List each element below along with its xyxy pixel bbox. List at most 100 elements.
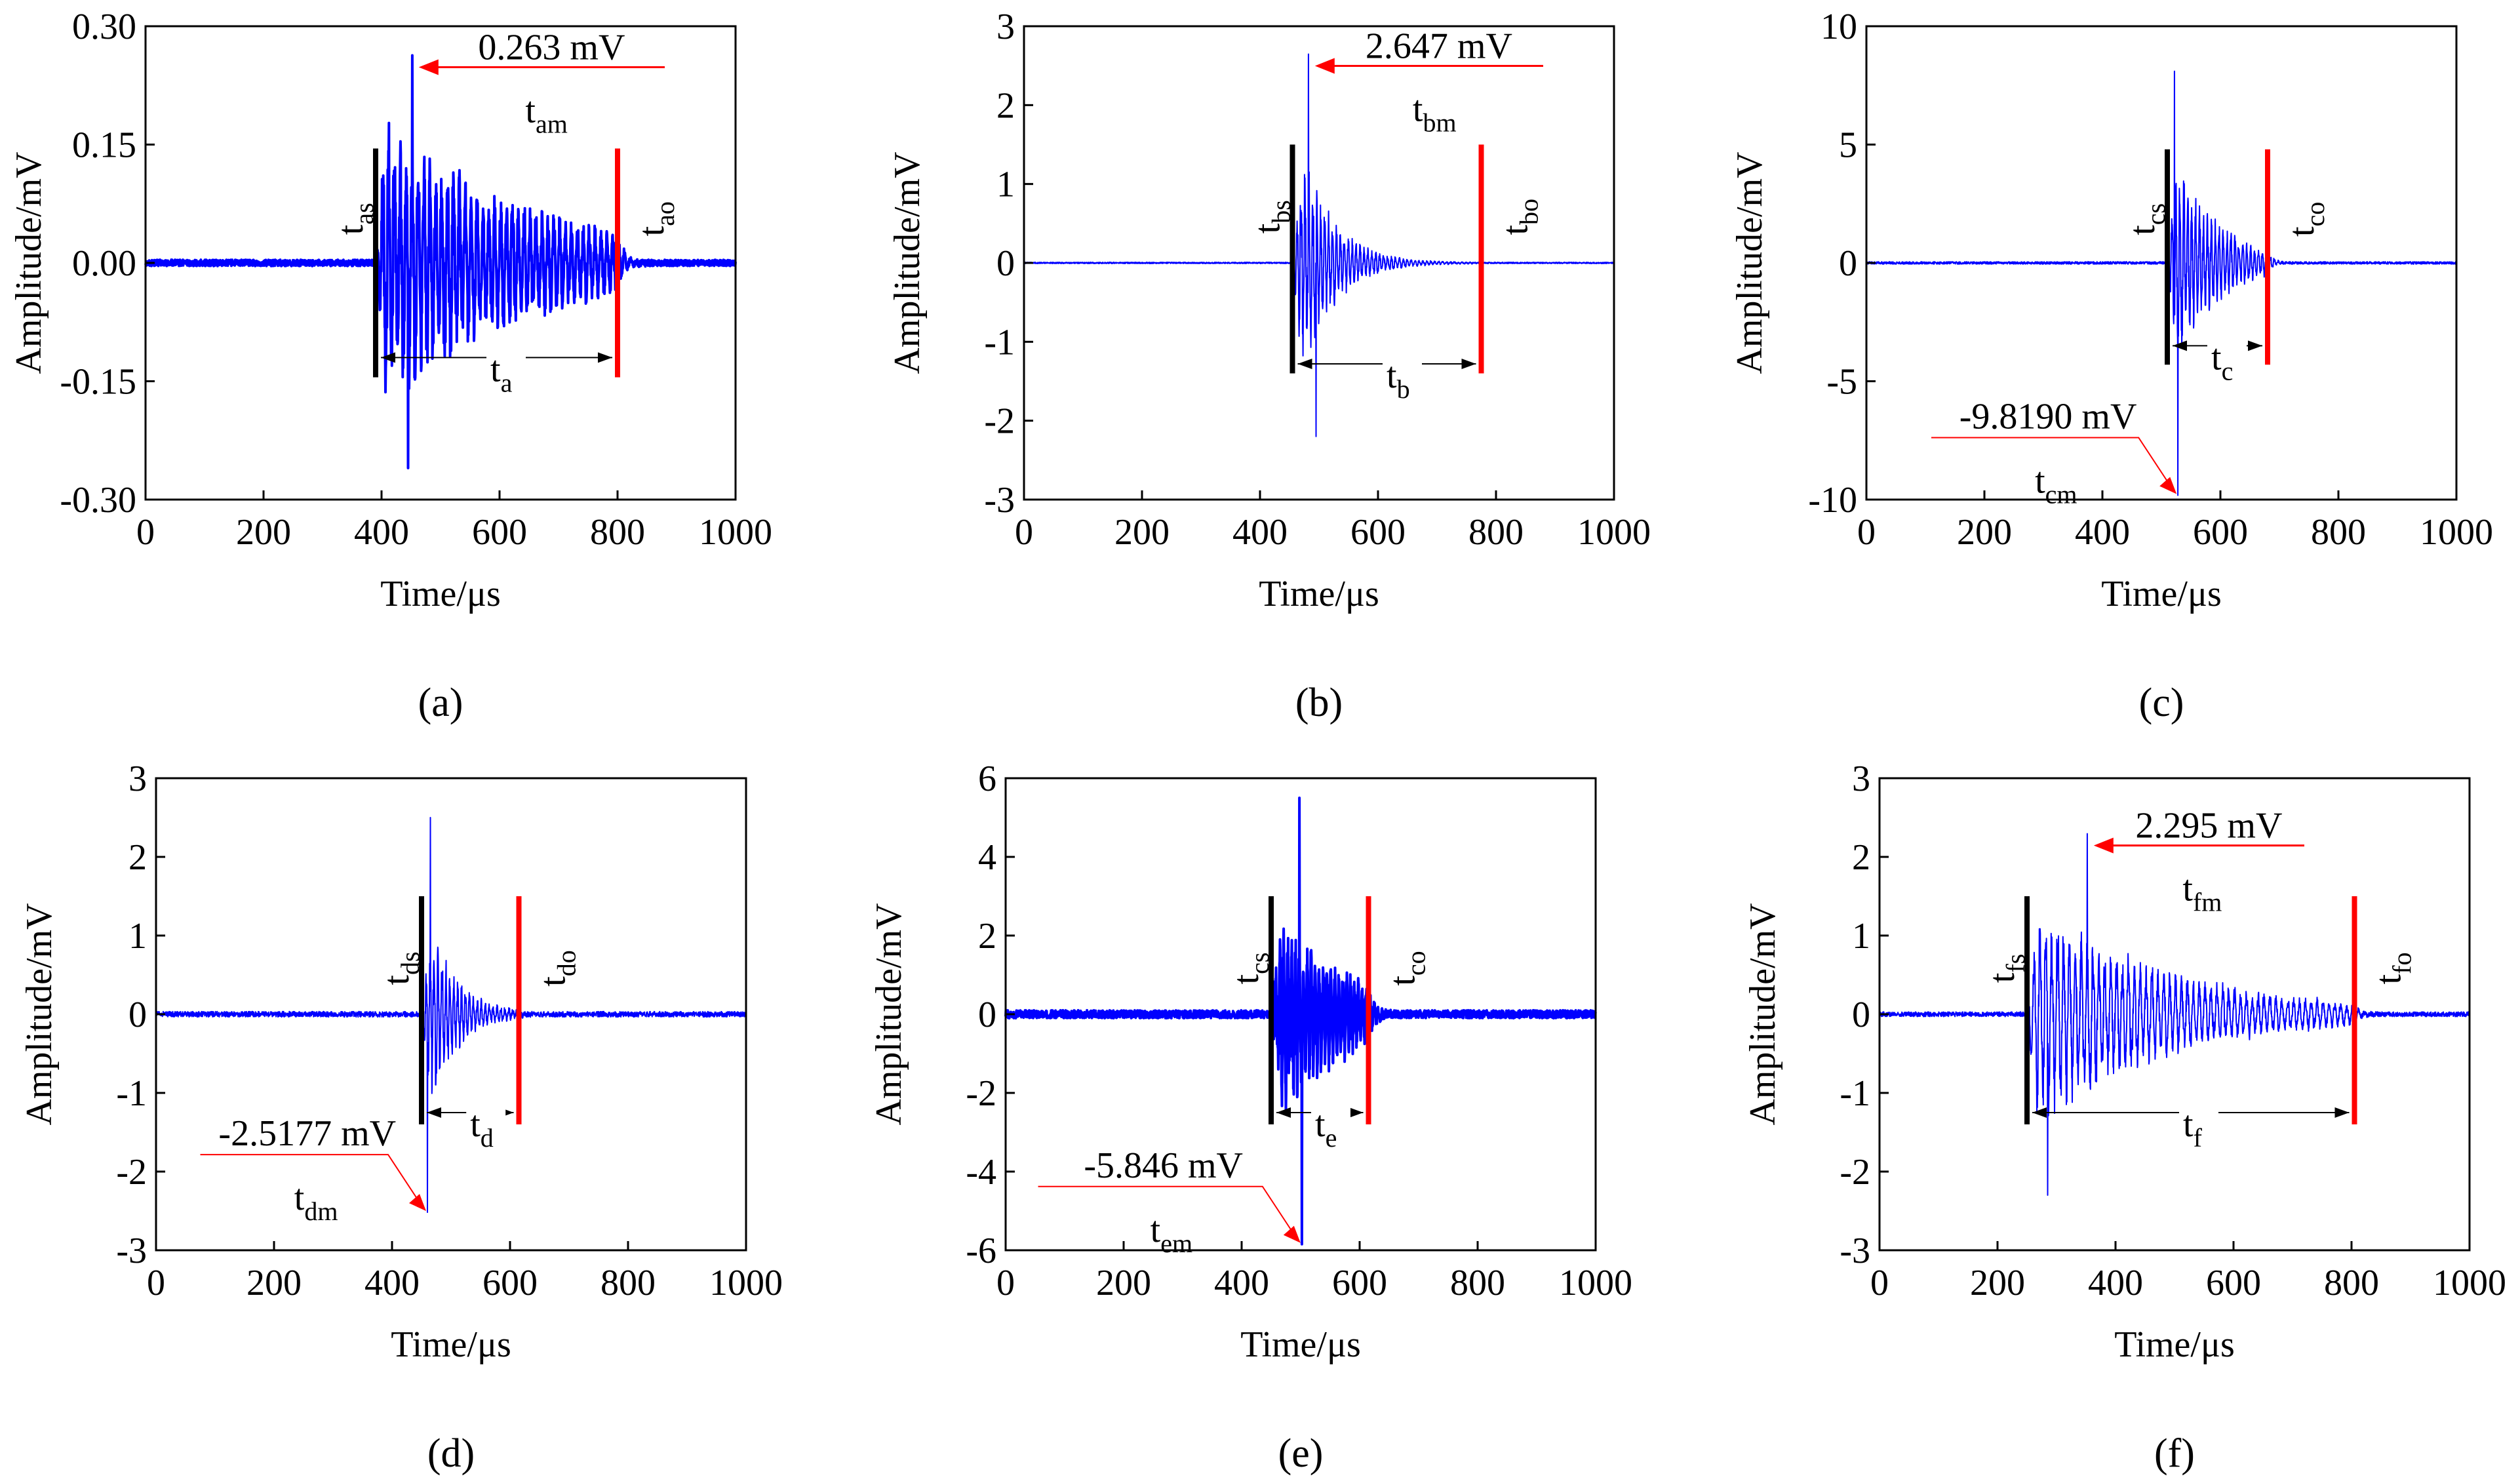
y-tick-label: -0.15 [60,362,136,403]
start-marker-label: tcs [2122,203,2171,235]
x-tick-label: 400 [1214,1263,1269,1303]
peak-arrowhead [418,59,439,75]
duration-arrowhead-left [427,1107,441,1118]
y-tick-label: 2 [128,837,147,878]
x-tick-label: 1000 [709,1263,783,1303]
y-tick-label: 0 [996,243,1015,284]
waveform-series [1879,833,2470,1196]
end-marker-label: tbo [1495,199,1544,235]
x-tick-label: 400 [2075,512,2130,553]
panel-label: (f) [2154,1431,2195,1476]
duration-label: tf [2183,1104,2203,1153]
x-tick-label: 600 [482,1263,538,1303]
duration-arrowhead-right [1349,1107,1364,1118]
duration-label-backdrop [466,1103,506,1122]
duration-arrowhead-left [1297,359,1312,370]
y-tick-label: -2 [966,1073,996,1114]
x-axis-label: Time/μs [1259,574,1379,614]
chart-panel-a: 0 200 400 600 800 1000 -0.30 -0.15 0.00 0.15 0.30 T… [9,7,772,725]
duration-arrowhead-right [1461,359,1476,370]
x-tick-label: 0 [1857,512,1876,553]
peak-value-label: -5.846 mV [1084,1145,1243,1186]
peak-arrowhead [409,1194,426,1212]
x-axis-label: Time/μs [380,574,501,614]
x-tick-label: 1000 [2433,1263,2506,1303]
x-tick-label: 400 [364,1263,420,1303]
y-tick-label: 6 [978,759,996,799]
y-tick-label: 1 [128,916,147,957]
y-tick-label: 0.15 [72,125,136,166]
x-axis-label: Time/μs [2114,1324,2235,1365]
duration-label: te [1315,1104,1337,1153]
peak-value-label: -9.8190 mV [1959,396,2137,437]
end-marker-label: tdo [533,950,581,987]
chart-panel-d: 0 200 400 600 800 1000 -3 -2 -1 0 1 2 3 Time/μs Amplit… [19,759,783,1476]
waveform-series [155,817,747,1214]
x-tick-label: 1000 [699,512,772,553]
peak-value-label: 2.295 mV [2135,806,2282,846]
peak-arrow-line [200,1154,424,1209]
duration-arrowhead-left [2173,340,2187,351]
start-marker-label: tcs [1226,953,1274,985]
duration-label: ta [490,349,513,397]
y-tick-label: 0 [1852,995,1870,1035]
panel-label: (e) [1278,1431,1324,1476]
duration-label-backdrop [486,348,526,367]
x-tick-label: 800 [600,1263,656,1303]
x-tick-label: 600 [472,512,527,553]
panel-label: (c) [2139,681,2184,725]
x-tick-label: 200 [1957,512,2012,553]
y-tick-label: -1 [1840,1073,1870,1114]
x-tick-label: 1000 [2420,512,2493,553]
panel-label: (b) [1295,681,1343,725]
y-tick-label: -5 [1826,362,1857,403]
duration-arrowhead-left [1276,1107,1291,1118]
y-tick-label: -0.30 [60,480,136,521]
y-tick-label: 0 [978,995,996,1035]
y-tick-label: -2 [116,1152,147,1193]
y-axis-label: Amplitude/mV [9,151,49,374]
start-marker-label: tbs [1248,200,1296,233]
duration-label-backdrop [2207,336,2247,355]
end-marker-label: tco [2281,202,2330,237]
duration-arrowhead-right [2334,1107,2350,1118]
peak-arrow-line [1038,1185,1299,1241]
duration-label: tc [2211,337,2233,386]
duration-label-backdrop [1311,1103,1350,1122]
y-axis-label: Amplitude/mV [19,903,60,1125]
y-tick-label: -2 [984,401,1015,442]
y-tick-label: 1 [1852,916,1870,957]
x-tick-label: 400 [354,512,409,553]
x-tick-label: 200 [1096,1263,1151,1303]
x-tick-label: 600 [1350,512,1406,553]
y-tick-label: -3 [116,1231,147,1271]
peak-arrowhead [1283,1225,1301,1243]
x-tick-label: 0 [1015,512,1033,553]
y-tick-label: -1 [984,322,1015,363]
x-tick-label: 0 [1870,1263,1889,1303]
y-tick-label: 5 [1839,125,1857,166]
y-axis-label: Amplitude/mV [887,151,928,374]
duration-arrowhead-right [598,352,612,363]
x-axis-label: Time/μs [391,1324,511,1365]
x-tick-label: 600 [1332,1263,1387,1303]
start-marker-label: tas [330,203,379,235]
chart-panel-b: 0 200 400 600 800 1000 -3 -2 -1 0 1 2 3 Time/μs Amplit… [887,7,1651,725]
end-marker-label: tfo [2369,953,2417,985]
x-tick-label: 800 [590,512,645,553]
x-tick-label: 0 [136,512,155,553]
x-tick-label: 1000 [1559,1263,1632,1303]
chart-panel-e: 0 200 400 600 800 1000 -6 -4 -2 0 2 4 6 Time/μs Amplit… [869,759,1632,1476]
chart-panel-c: 0 200 400 600 800 1000 -10 -5 0 5 10 Time/μs Amplitu… [1729,7,2493,725]
x-tick-label: 200 [246,1263,302,1303]
x-tick-label: 600 [2206,1263,2261,1303]
y-tick-label: 0.00 [72,243,136,284]
panel-label: (a) [418,681,463,725]
y-tick-label: -6 [966,1231,996,1271]
peak-arrowhead [2093,837,2114,854]
peak-time-label: tcm [2035,460,2077,509]
x-tick-label: 200 [236,512,291,553]
y-tick-label: 3 [128,759,147,799]
y-tick-label: -3 [984,480,1015,521]
